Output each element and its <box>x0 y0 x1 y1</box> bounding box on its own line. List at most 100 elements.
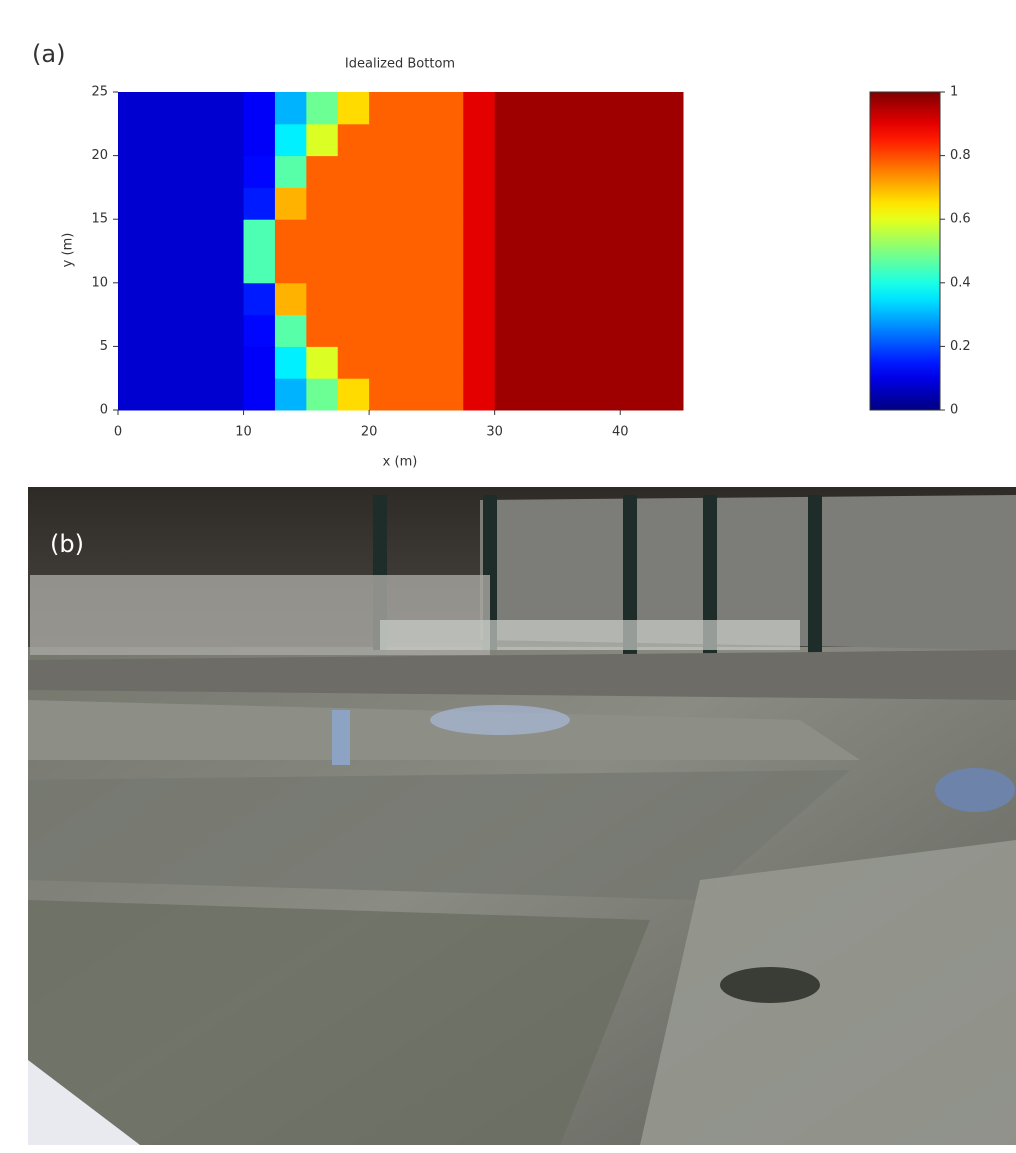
heatmap-cell <box>369 219 401 252</box>
photo-bathymetry <box>28 900 650 1145</box>
heatmap-cell <box>400 123 433 157</box>
heatmap-cell <box>118 92 150 125</box>
heatmap-cell <box>306 251 339 284</box>
heatmap-cell <box>620 155 653 188</box>
photo-slope <box>640 840 1016 1145</box>
heatmap-cell <box>651 346 684 379</box>
x-axis-label: x (m) <box>383 455 418 470</box>
heatmap-cell <box>306 123 339 157</box>
heatmap-cell <box>620 346 653 379</box>
heatmap-cell <box>118 314 150 347</box>
heatmap-cell <box>463 346 496 379</box>
heatmap-cell <box>526 346 558 379</box>
heatmap-cell <box>243 346 276 379</box>
heatmap-cell <box>212 155 245 188</box>
photo-edge <box>28 650 1016 700</box>
heatmap-cell <box>651 251 684 284</box>
heatmap-cell <box>337 378 370 411</box>
colorbar-tick-label: 1 <box>950 85 958 100</box>
heatmap-cell <box>306 155 339 188</box>
heatmap-cell <box>274 219 307 252</box>
heatmap-cell <box>651 378 684 411</box>
heatmap-cell <box>337 187 370 220</box>
heatmap-cell <box>243 282 276 316</box>
heatmap-cell <box>526 123 558 157</box>
colorbar-tick-label: 0.4 <box>950 275 971 290</box>
heatmap-cell <box>212 378 245 411</box>
heatmap-cell <box>243 123 276 157</box>
heatmap-cell <box>243 155 276 188</box>
heatmap-cell <box>149 155 182 188</box>
heatmap-cell <box>494 123 527 157</box>
heatmap-cell <box>149 282 182 316</box>
heatmap-cell <box>494 251 527 284</box>
heatmap-cell <box>337 123 370 157</box>
heatmap-cell <box>526 314 558 347</box>
heatmap-cell <box>337 346 370 379</box>
heatmap-cell <box>620 219 653 252</box>
heatmap-cell <box>463 378 496 411</box>
heatmap-cell <box>149 251 182 284</box>
heatmap-cell <box>243 219 276 252</box>
x-tick-label: 0 <box>114 425 122 440</box>
y-tick-label: 25 <box>91 85 108 100</box>
heatmap-cell <box>369 155 401 188</box>
heatmap-cell <box>400 346 433 379</box>
heatmap-cell <box>620 123 653 157</box>
heatmap-cell <box>494 378 527 411</box>
heatmap-cell <box>212 123 245 157</box>
heatmap-cell <box>337 155 370 188</box>
heatmap-cell <box>494 219 527 252</box>
heatmap-cell <box>306 282 339 316</box>
heatmap-cell <box>588 346 621 379</box>
heatmap-cell <box>243 378 276 411</box>
heatmap-cell <box>212 92 245 125</box>
heatmap-cell <box>494 282 527 316</box>
heatmap-cell <box>274 155 307 188</box>
heatmap-cell <box>431 251 464 284</box>
photo-object <box>935 768 1015 812</box>
heatmap-cell <box>557 251 590 284</box>
heatmap-cell <box>431 378 464 411</box>
heatmap-cell <box>306 314 339 347</box>
heatmap-cell <box>494 187 527 220</box>
photo-person <box>332 710 350 765</box>
heatmap-cell <box>369 282 401 316</box>
y-tick-label: 5 <box>100 339 108 354</box>
heatmap-cell <box>369 378 401 411</box>
heatmap-cell <box>463 92 496 125</box>
heatmap-cell <box>306 187 339 220</box>
heatmap-cell <box>149 314 182 347</box>
heatmap-cell <box>274 378 307 411</box>
heatmap-cell <box>651 155 684 188</box>
heatmap-cell <box>149 346 182 379</box>
photo-puddle <box>720 967 820 1003</box>
heatmap-cell <box>337 251 370 284</box>
heatmap-cell <box>118 251 150 284</box>
x-tick-label: 20 <box>361 425 378 440</box>
heatmap-cell <box>557 219 590 252</box>
heatmap-cell <box>118 346 150 379</box>
heatmap-cell <box>369 314 401 347</box>
heatmap-cell <box>463 123 496 157</box>
heatmap-cell <box>557 346 590 379</box>
heatmap-cell <box>494 314 527 347</box>
heatmap-cell <box>243 251 276 284</box>
heatmap-cell <box>180 346 213 379</box>
heatmap-cell <box>651 282 684 316</box>
heatmap-cell <box>306 378 339 411</box>
heatmap-cell <box>149 92 182 125</box>
heatmap-cell <box>274 346 307 379</box>
photo-basin <box>28 700 860 760</box>
photo-reflection <box>430 705 570 735</box>
y-tick-label: 0 <box>100 403 108 418</box>
heatmap-cell <box>588 282 621 316</box>
heatmap-cell <box>118 187 150 220</box>
heatmap-cell <box>526 251 558 284</box>
heatmap-cell <box>588 187 621 220</box>
heatmap-cell <box>463 251 496 284</box>
heatmap <box>118 92 684 411</box>
panel-label: (a) <box>32 40 65 68</box>
heatmap-cell <box>337 92 370 125</box>
